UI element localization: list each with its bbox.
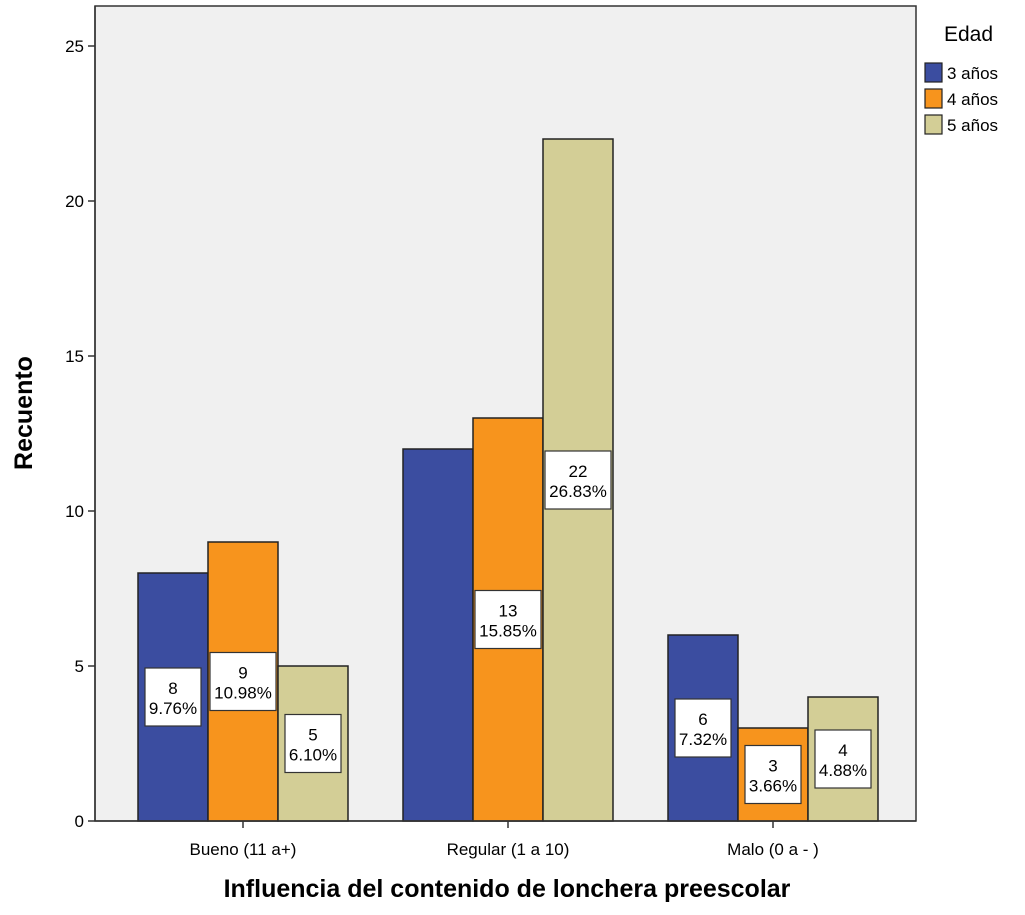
data-label-box xyxy=(674,698,732,758)
data-label-percent: 15.85% xyxy=(479,622,537,641)
bar-0-1 xyxy=(402,448,474,822)
data-label: 33.66% xyxy=(744,744,802,805)
data-label-percent: 10.98% xyxy=(214,684,272,703)
y-axis-title: Recuento xyxy=(10,356,38,470)
data-label-box xyxy=(744,744,802,805)
data-label-count: 4 xyxy=(838,741,847,760)
data-label-count: 13 xyxy=(499,602,518,621)
data-label: 67.32% xyxy=(674,698,732,758)
data-label-percent: 3.66% xyxy=(749,777,797,796)
data-label: 44.88% xyxy=(814,729,872,789)
legend-swatch xyxy=(924,62,943,83)
data-label-percent: 6.10% xyxy=(289,746,337,765)
x-category-label: Regular (1 a 10) xyxy=(447,840,570,859)
data-label-box xyxy=(814,729,872,789)
y-tick-label: 25 xyxy=(65,37,84,56)
data-label-box xyxy=(209,651,277,712)
data-label-percent: 4.88% xyxy=(819,761,867,780)
data-label-count: 6 xyxy=(698,710,707,729)
data-label: 910.98% xyxy=(209,651,277,712)
legend: Edad 3 años 4 años 5 años xyxy=(924,23,998,135)
x-axis-title: Influencia del contenido de lonchera pre… xyxy=(224,875,791,903)
data-label-box xyxy=(544,450,612,510)
y-tick-label: 15 xyxy=(65,347,84,366)
data-label: 56.10% xyxy=(284,713,342,774)
data-label-count: 3 xyxy=(768,757,777,776)
data-label-box xyxy=(474,589,542,650)
data-label: 89.76% xyxy=(144,667,202,727)
legend-title: Edad xyxy=(944,23,993,46)
data-label-count: 5 xyxy=(308,726,317,745)
legend-swatch xyxy=(924,114,943,135)
data-label-percent: 9.76% xyxy=(149,699,197,718)
legend-label: 3 años xyxy=(947,64,998,83)
legend-label: 5 años xyxy=(947,116,998,135)
data-label-count: 22 xyxy=(569,462,588,481)
x-category-label: Bueno (11 a+) xyxy=(190,840,297,859)
data-label-box xyxy=(284,713,342,774)
legend-swatch xyxy=(924,88,943,109)
data-label-count: 8 xyxy=(168,679,177,698)
y-tick-label: 20 xyxy=(65,192,84,211)
y-tick-label: 5 xyxy=(75,657,84,676)
legend-label: 4 años xyxy=(947,90,998,109)
y-tick-label: 0 xyxy=(75,812,84,831)
data-label-count: 9 xyxy=(238,664,247,683)
data-label-percent: 26.83% xyxy=(549,482,607,501)
y-tick-label: 10 xyxy=(65,502,84,521)
data-label-percent: 7.32% xyxy=(679,730,727,749)
data-label-box xyxy=(144,667,202,727)
x-category-label: Malo (0 a - ) xyxy=(727,840,819,859)
